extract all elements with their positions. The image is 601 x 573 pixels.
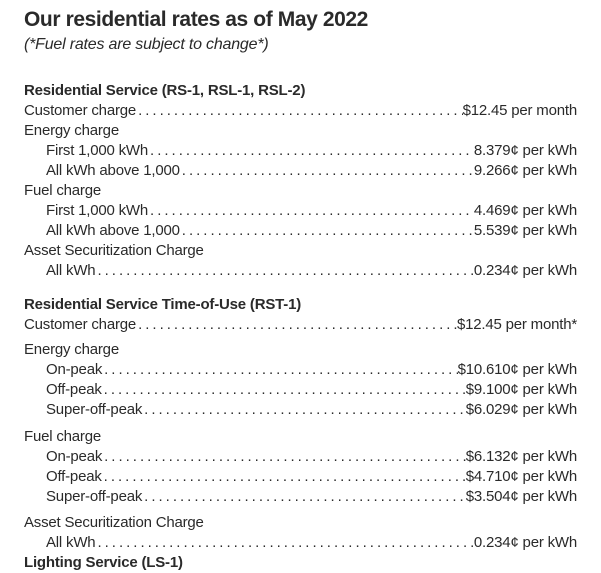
rate-group-label: Fuel charge (24, 182, 102, 199)
dot-leader (95, 261, 473, 281)
dot-leader (180, 161, 474, 181)
rate-label: All kWh above 1,000 (46, 222, 180, 239)
rate-row: Customer charge $12.45 per month* (24, 315, 577, 335)
rate-value: $6.029¢ per kWh (465, 401, 577, 418)
rate-value: $6.132¢ per kWh (465, 448, 577, 465)
rate-value: $9.100¢ per kWh (465, 381, 577, 398)
rate-value: $10.610¢ per kWh (457, 361, 578, 378)
rate-value: 0.234¢ per kWh (473, 534, 577, 551)
rate-value: 0.234¢ per kWh (473, 262, 577, 279)
rate-group-row: Asset Securitization Charge (24, 241, 577, 261)
rate-label: All kWh (46, 534, 96, 551)
rate-row: On-peak $6.132¢ per kWh (24, 447, 577, 467)
page-title: Our residential rates as of May 2022 (24, 8, 368, 31)
rate-value: 9.266¢ per kWh (473, 162, 577, 179)
rate-group-row: Asset Securitization Charge (24, 513, 577, 533)
rate-value: $4.710¢ per kWh (465, 468, 577, 485)
section-heading-lighting-service-clipped: Lighting Service (LS-1) (24, 554, 183, 571)
section-residential-time-of-use: Residential Service Time-of-Use (RST-1) … (24, 295, 577, 553)
rate-group-label: Energy charge (24, 341, 119, 358)
rate-label: Off-peak (46, 381, 102, 398)
rate-label: All kWh above 1,000 (46, 162, 180, 179)
rate-row: Off-peak $9.100¢ per kWh (24, 380, 577, 400)
dot-leader (95, 533, 473, 553)
rate-label: Customer charge (24, 102, 137, 119)
rate-label: First 1,000 kWh (46, 142, 149, 159)
page-subtitle: (*Fuel rates are subject to change*) (24, 36, 269, 53)
dot-leader (136, 101, 463, 121)
dot-leader (136, 315, 457, 335)
section-residential-service: Residential Service (RS-1, RSL-1, RSL-2)… (24, 81, 577, 281)
rate-group-row: Energy charge (24, 121, 577, 141)
rate-value: 8.379¢ per kWh (473, 142, 577, 159)
rate-value: $12.45 per month* (456, 316, 577, 333)
rate-label: On-peak (46, 361, 103, 378)
rate-row: All kWh 0.234¢ per kWh (24, 261, 577, 281)
rate-row: First 1,000 kWh 4.469¢ per kWh (24, 201, 577, 221)
dot-leader (142, 487, 466, 507)
dot-leader (148, 141, 474, 161)
rate-row: All kWh 0.234¢ per kWh (24, 533, 577, 553)
rate-value: 5.539¢ per kWh (473, 222, 577, 239)
dot-leader (102, 467, 466, 487)
rate-label: Super-off-peak (46, 488, 143, 505)
rate-row: Off-peak $4.710¢ per kWh (24, 467, 577, 487)
rate-label: On-peak (46, 448, 103, 465)
rate-label: All kWh (46, 262, 96, 279)
dot-leader (102, 360, 457, 380)
section-heading: Residential Service Time-of-Use (RST-1) (24, 296, 302, 313)
rate-group-label: Energy charge (24, 122, 119, 139)
rate-group-label: Fuel charge (24, 428, 102, 445)
dot-leader (148, 201, 474, 221)
rate-value: $12.45 per month (462, 102, 578, 119)
dot-leader (102, 380, 466, 400)
rate-group-label: Asset Securitization Charge (24, 514, 204, 531)
rate-row: On-peak $10.610¢ per kWh (24, 360, 577, 380)
rate-label: Off-peak (46, 468, 102, 485)
rate-row: Super-off-peak $6.029¢ per kWh (24, 400, 577, 420)
rate-group-row: Fuel charge (24, 427, 577, 447)
rate-row: Super-off-peak $3.504¢ per kWh (24, 487, 577, 507)
dot-leader (180, 221, 474, 241)
rate-label: First 1,000 kWh (46, 202, 149, 219)
rate-value: 4.469¢ per kWh (473, 202, 577, 219)
section-heading: Residential Service (RS-1, RSL-1, RSL-2) (24, 82, 306, 99)
dot-leader (102, 447, 466, 467)
rate-row: All kWh above 1,000 9.266¢ per kWh (24, 161, 577, 181)
dot-leader (142, 400, 466, 420)
rate-group-row: Energy charge (24, 340, 577, 360)
rate-value: $3.504¢ per kWh (465, 488, 577, 505)
rates-page: Our residential rates as of May 2022 (*F… (24, 8, 577, 573)
rate-label: Super-off-peak (46, 401, 143, 418)
rate-label: Customer charge (24, 316, 137, 333)
rate-group-label: Asset Securitization Charge (24, 242, 204, 259)
rate-group-row: Fuel charge (24, 181, 577, 201)
rate-row: All kWh above 1,000 5.539¢ per kWh (24, 221, 577, 241)
rate-row: Customer charge $12.45 per month (24, 101, 577, 121)
rate-row: First 1,000 kWh 8.379¢ per kWh (24, 141, 577, 161)
